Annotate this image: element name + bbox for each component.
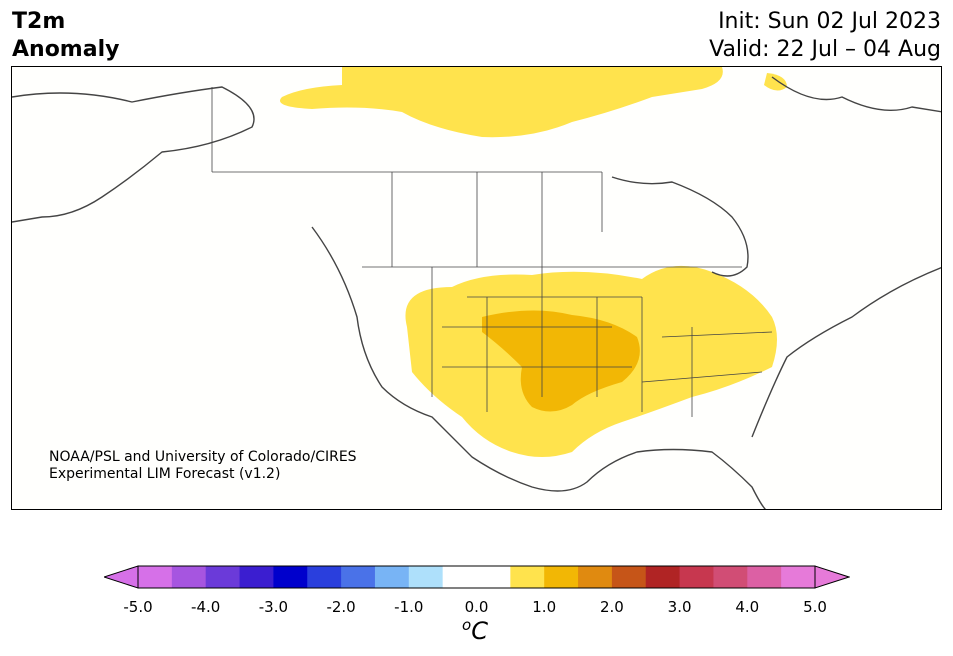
colorbar — [104, 565, 850, 589]
colorbar-tick-label: 0.0 — [464, 598, 489, 616]
init-date: Init: Sun 02 Jul 2023 — [718, 9, 941, 34]
colorbar-bin — [679, 566, 714, 588]
colorbar-tick-label: -2.0 — [326, 598, 356, 616]
colorbar-tick-label: 2.0 — [599, 598, 624, 616]
colorbar-bin — [171, 566, 207, 588]
colorbar-bin — [645, 566, 681, 588]
colorbar-bin — [307, 566, 342, 588]
title-line-2: Anomaly — [12, 37, 120, 62]
colorbar-tick-label: 4.0 — [735, 598, 760, 616]
colorbar-bin — [611, 566, 647, 588]
colorbar-over-arrow — [814, 565, 850, 589]
credit-line-1: NOAA/PSL and University of Colorado/CIRE… — [49, 449, 357, 465]
colorbar-frame — [137, 565, 816, 589]
colorbar-tick-label: 1.0 — [532, 598, 557, 616]
credit-text: NOAA/PSL and University of Colorado/CIRE… — [49, 449, 357, 483]
colorbar-bin — [273, 566, 308, 588]
colorbar-bin — [374, 566, 410, 588]
colorbar-bin — [408, 566, 444, 588]
colorbar-bin — [476, 566, 511, 588]
political-borders — [211, 87, 773, 417]
map-svg — [12, 67, 941, 509]
colorbar-tick-label: 5.0 — [803, 598, 827, 616]
colorbar-bin — [205, 566, 241, 588]
credit-line-2: Experimental LIM Forecast (v1.2) — [49, 466, 281, 482]
anomaly-region-central-core — [482, 310, 640, 412]
colorbar-tick-label: -3.0 — [258, 598, 289, 616]
colorbar-bin — [578, 566, 613, 588]
colorbar-bin — [544, 566, 579, 588]
colorbar-ticks: -5.0 -4.0 -3.0 -2.0 -1.0 0.0 1.0 2.0 3.0 4.0 5.0 — [0, 598, 953, 618]
colorbar-bin — [510, 566, 545, 588]
colorbar-bin — [747, 566, 782, 588]
coastlines — [12, 76, 941, 509]
colorbar-bin — [781, 566, 816, 588]
colorbar-bin — [442, 566, 477, 588]
title-line-1: T2m — [12, 9, 66, 34]
colorbar-under-arrow — [104, 565, 139, 589]
forecast-dates: Init: Sun 02 Jul 2023 Valid: 22 Jul – 04… — [709, 8, 941, 64]
colorbar-tick-label: 3.0 — [667, 598, 692, 616]
anomaly-region-arctic — [280, 67, 723, 138]
colorbar-tick-label: -4.0 — [191, 598, 221, 616]
colorbar-bin — [341, 566, 376, 588]
anomaly-region-east-arctic — [764, 73, 787, 91]
colorbar-bin — [239, 566, 274, 588]
anomaly-map — [11, 66, 942, 510]
colorbar-bin — [713, 566, 748, 588]
colorbar-unit: oC — [462, 616, 488, 645]
colorbar-tick-label: -5.0 — [123, 598, 153, 616]
map-title: T2m Anomaly — [12, 8, 119, 64]
unit-degree: o — [462, 616, 472, 634]
unit-label: C — [471, 617, 488, 645]
colorbar-bin — [138, 566, 173, 588]
colorbar-tick-label: -1.0 — [394, 598, 424, 616]
valid-range: Valid: 22 Jul – 04 Aug — [709, 37, 941, 62]
